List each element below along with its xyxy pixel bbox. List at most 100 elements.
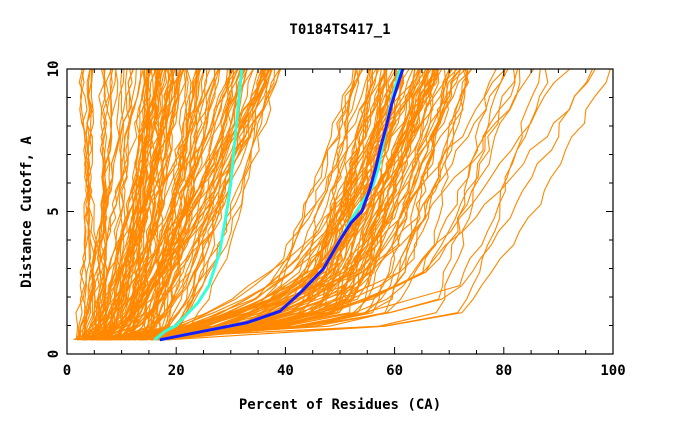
model-curve (163, 68, 234, 341)
model-curve (101, 68, 519, 341)
model-curve (101, 68, 176, 341)
model-curve (101, 68, 571, 341)
model-curve (121, 68, 235, 341)
model-curve (107, 68, 506, 341)
model-curve (82, 68, 94, 340)
model-curve (133, 68, 363, 341)
model-curve (79, 68, 105, 340)
model-curve (101, 68, 473, 341)
model-curve (115, 68, 271, 341)
chart-title: T0184TS417_1 (289, 22, 390, 38)
model-curve (134, 68, 388, 341)
model-curve (119, 68, 180, 341)
model-curve (124, 68, 198, 340)
model-curve (158, 68, 440, 341)
model-curve (138, 68, 394, 341)
model-curve (128, 68, 549, 341)
model-curve (145, 68, 516, 341)
model-curve (90, 68, 401, 341)
model-curve (156, 68, 192, 340)
model-curve (123, 68, 461, 341)
y-tick-label: 0 (46, 350, 62, 358)
x-tick-label: 20 (168, 363, 185, 379)
model-curve (128, 68, 360, 341)
model-curve (97, 68, 509, 341)
model-curve (103, 68, 380, 341)
x-tick-label: 60 (386, 363, 403, 379)
y-axis-label: Distance Cutoff, A (19, 136, 35, 288)
model-curve (91, 68, 142, 341)
model-curve (117, 68, 473, 341)
model-curve (123, 68, 273, 341)
model-curve (91, 68, 427, 341)
y-tick-label: 5 (46, 207, 62, 215)
x-tick-label: 80 (495, 363, 512, 379)
model-curve (158, 68, 268, 341)
model-curve (86, 68, 160, 341)
model-curve (152, 68, 161, 340)
model-curve (103, 68, 282, 341)
model-curve (163, 68, 521, 341)
model-curve (162, 68, 273, 341)
highlight-series-3 (159, 68, 405, 342)
model-curve (131, 68, 153, 340)
model-curve (99, 68, 371, 341)
axis-ticks (66, 68, 614, 355)
model-curve (99, 68, 246, 341)
x-axis-label: Percent of Residues (CA) (239, 397, 441, 413)
model-curve (141, 68, 199, 341)
model-curve (89, 68, 268, 341)
model-curve (149, 68, 429, 341)
model-curve (112, 68, 269, 341)
model-curve (107, 68, 405, 341)
model-curve (111, 68, 242, 341)
model-curve (131, 68, 354, 341)
model-curve (126, 68, 172, 341)
x-tick-label: 40 (277, 363, 294, 379)
model-curve (167, 68, 611, 341)
model-curve (111, 68, 174, 341)
model-curve (103, 68, 263, 341)
model-curve (91, 68, 200, 341)
model-curve (92, 68, 181, 341)
model-curve (101, 68, 114, 340)
tick-labels: 0 20 40 60 80 100 0 5 10 (46, 61, 626, 379)
model-curve (90, 68, 270, 341)
highlight-series-1 (153, 68, 244, 341)
model-curve (127, 68, 374, 341)
model-curve (91, 68, 113, 340)
model-curve (160, 68, 262, 341)
model-curve (97, 68, 109, 340)
model-curve (115, 68, 593, 341)
y-tick-label: 10 (46, 61, 62, 78)
model-curve (82, 68, 429, 341)
model-curve (100, 68, 541, 341)
model-curve (133, 68, 160, 341)
model-curve (89, 68, 168, 340)
highlight-curves (153, 68, 405, 342)
model-curve (107, 68, 148, 341)
model-curve (84, 68, 232, 341)
model-curve (116, 68, 422, 341)
model-curve (104, 68, 125, 340)
model-curve (150, 68, 462, 341)
model-curve (98, 68, 108, 340)
model-curve (156, 68, 167, 341)
model-curve (74, 68, 125, 341)
model-curve (97, 68, 535, 341)
model-curve (86, 68, 164, 341)
x-tick-label: 0 (63, 363, 71, 379)
model-curve (105, 68, 174, 341)
model-curve (83, 68, 416, 341)
model-curve (166, 68, 466, 341)
model-curve (138, 68, 420, 341)
model-curve (115, 68, 202, 341)
model-curve (106, 68, 596, 341)
x-tick-label: 100 (600, 363, 625, 379)
model-curve (117, 68, 497, 341)
model-curve (120, 68, 433, 341)
model-curve (142, 68, 403, 341)
model-curves (73, 68, 611, 341)
model-curve (129, 68, 468, 341)
